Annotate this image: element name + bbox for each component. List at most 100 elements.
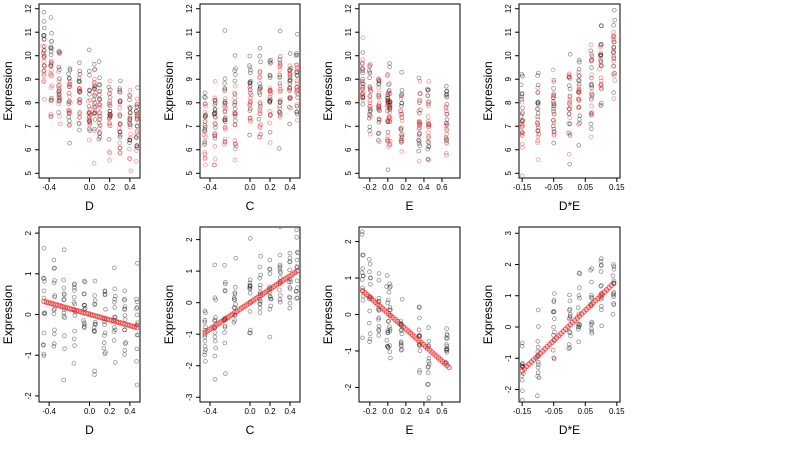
data-point xyxy=(387,119,393,125)
data-point xyxy=(598,83,603,89)
data-point xyxy=(387,109,393,115)
data-point xyxy=(611,45,616,51)
data-point xyxy=(398,342,404,347)
data-point xyxy=(97,92,102,98)
data-point xyxy=(551,324,556,330)
data-point xyxy=(247,309,253,314)
data-point xyxy=(360,297,366,303)
data-point xyxy=(377,95,382,101)
data-point xyxy=(127,120,132,126)
data-point xyxy=(567,292,572,298)
data-point xyxy=(76,115,82,120)
data-point xyxy=(96,113,102,119)
data-point xyxy=(276,146,282,151)
data-point xyxy=(398,127,404,132)
data-point xyxy=(41,25,47,31)
data-point xyxy=(72,285,77,291)
data-point xyxy=(247,53,253,59)
data-point xyxy=(611,33,616,39)
data-point xyxy=(520,145,525,150)
data-point xyxy=(535,307,541,313)
data-point xyxy=(367,64,373,69)
data-point xyxy=(387,98,393,104)
data-point xyxy=(576,89,581,95)
data-point xyxy=(77,60,82,66)
data-point xyxy=(444,331,450,337)
data-point xyxy=(134,109,139,114)
data-point xyxy=(92,117,98,122)
data-point xyxy=(287,96,293,102)
data-point xyxy=(294,109,299,115)
data-point xyxy=(387,281,392,287)
data-point xyxy=(611,22,616,28)
data-point xyxy=(66,98,72,104)
data-point xyxy=(551,103,556,109)
data-point xyxy=(520,99,525,105)
data-point xyxy=(425,365,431,370)
data-point xyxy=(550,123,556,129)
data-point xyxy=(212,353,218,359)
data-point xyxy=(268,296,274,302)
data-point xyxy=(294,84,299,90)
data-point xyxy=(277,297,283,303)
data-point xyxy=(376,102,382,108)
data-point xyxy=(387,142,392,148)
data-point xyxy=(575,105,581,110)
data-point xyxy=(588,267,593,273)
data-point xyxy=(367,128,373,133)
y-tick-label: -3 xyxy=(185,393,194,401)
data-point xyxy=(127,117,133,122)
data-point xyxy=(535,138,541,144)
data-point xyxy=(360,91,365,96)
data-point xyxy=(367,261,373,267)
data-point xyxy=(426,135,432,141)
data-point xyxy=(232,92,238,97)
data-point xyxy=(416,305,422,311)
data-point xyxy=(385,328,390,334)
data-point xyxy=(107,121,112,127)
data-point xyxy=(278,111,283,117)
data-point xyxy=(520,378,525,383)
data-point xyxy=(611,301,616,306)
data-point xyxy=(366,115,372,121)
data-point xyxy=(248,330,253,336)
y-tick-label: 10 xyxy=(24,51,33,60)
data-point xyxy=(388,284,393,289)
y-tick-label: 1 xyxy=(24,271,33,276)
data-point xyxy=(385,330,391,335)
data-point xyxy=(589,58,594,63)
data-point xyxy=(417,120,423,126)
data-point xyxy=(566,74,572,80)
data-point xyxy=(92,76,97,82)
data-point xyxy=(277,81,283,86)
data-point xyxy=(387,105,393,110)
data-point xyxy=(367,62,372,68)
data-point xyxy=(56,94,62,99)
data-point xyxy=(247,116,253,121)
data-point xyxy=(134,102,139,107)
data-point xyxy=(107,111,113,117)
data-point xyxy=(576,69,581,75)
data-point xyxy=(268,112,273,117)
data-point xyxy=(117,121,123,127)
data-point xyxy=(268,57,273,63)
data-point xyxy=(233,284,238,290)
data-point xyxy=(295,91,299,97)
data-point xyxy=(267,96,273,102)
data-point xyxy=(360,66,365,71)
data-point xyxy=(247,80,253,86)
data-point xyxy=(51,280,57,286)
data-point xyxy=(399,135,405,141)
data-point xyxy=(232,111,238,117)
data-point xyxy=(294,62,299,68)
data-point xyxy=(48,44,54,50)
data-point xyxy=(611,71,616,77)
data-point xyxy=(426,361,432,367)
data-point xyxy=(41,63,47,69)
data-point xyxy=(41,246,47,251)
data-point xyxy=(575,96,581,102)
data-point xyxy=(212,97,218,103)
data-point xyxy=(106,137,112,142)
data-point xyxy=(612,73,617,78)
data-point xyxy=(376,78,381,83)
